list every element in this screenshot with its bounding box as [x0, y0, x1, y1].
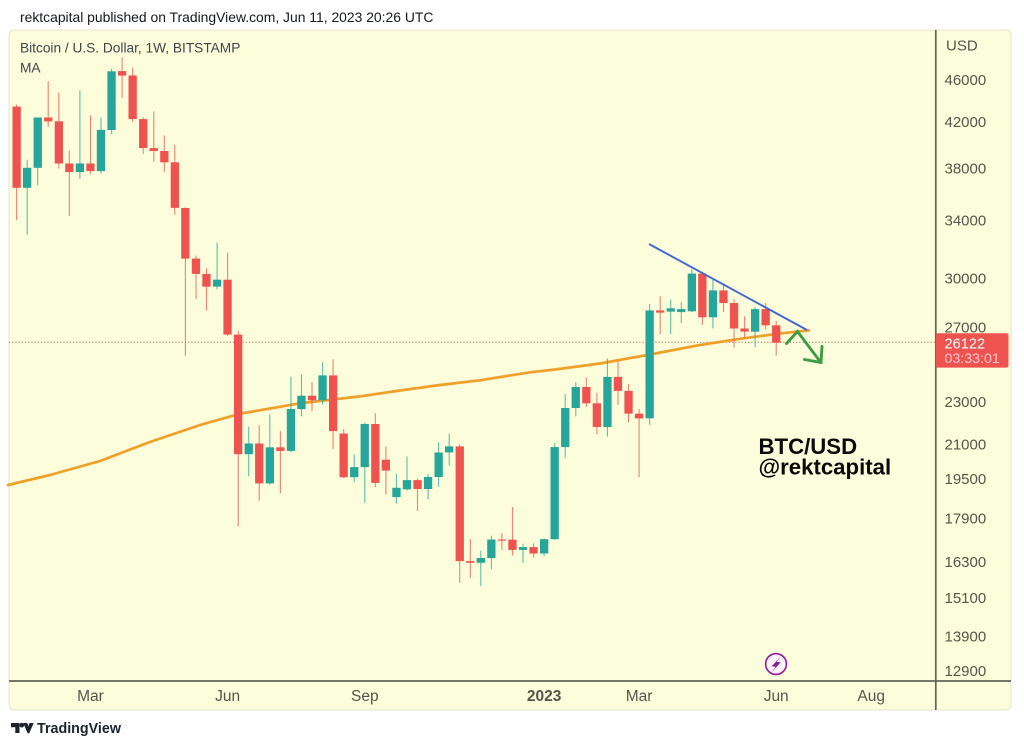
svg-text:17900: 17900: [945, 511, 987, 528]
svg-text:Jun: Jun: [215, 688, 240, 705]
svg-text:13900: 13900: [945, 628, 987, 645]
svg-text:USD: USD: [946, 38, 978, 55]
svg-text:Aug: Aug: [857, 688, 885, 705]
svg-text:2023: 2023: [527, 688, 562, 705]
svg-text:26122: 26122: [945, 337, 986, 353]
svg-text:21000: 21000: [945, 436, 987, 453]
svg-text:03:33:01: 03:33:01: [945, 351, 1000, 367]
svg-text:19500: 19500: [945, 471, 987, 488]
svg-text:27000: 27000: [945, 320, 987, 337]
svg-text:23000: 23000: [945, 394, 987, 411]
svg-text:15100: 15100: [945, 590, 987, 607]
svg-text:34000: 34000: [945, 212, 987, 229]
svg-text:Bitcoin / U.S. Dollar, 1W, BIT: Bitcoin / U.S. Dollar, 1W, BITSTAMP: [20, 41, 240, 56]
svg-text:@rektcapital: @rektcapital: [759, 455, 892, 480]
svg-text:16300: 16300: [945, 554, 987, 571]
svg-text:12900: 12900: [945, 663, 987, 680]
svg-text:Sep: Sep: [351, 688, 379, 705]
svg-text:46000: 46000: [945, 72, 987, 89]
svg-text:BTC/USD: BTC/USD: [759, 434, 858, 459]
svg-text:Mar: Mar: [626, 688, 653, 705]
svg-text:TradingView: TradingView: [37, 721, 122, 737]
svg-text:30000: 30000: [945, 271, 987, 288]
svg-text:42000: 42000: [945, 114, 987, 131]
svg-text:MA: MA: [20, 61, 41, 76]
svg-text:rektcapital published on Tradi: rektcapital published on TradingView.com…: [20, 9, 433, 25]
svg-text:Mar: Mar: [77, 688, 104, 705]
svg-text:38000: 38000: [945, 161, 987, 178]
svg-text:Jun: Jun: [764, 688, 789, 705]
